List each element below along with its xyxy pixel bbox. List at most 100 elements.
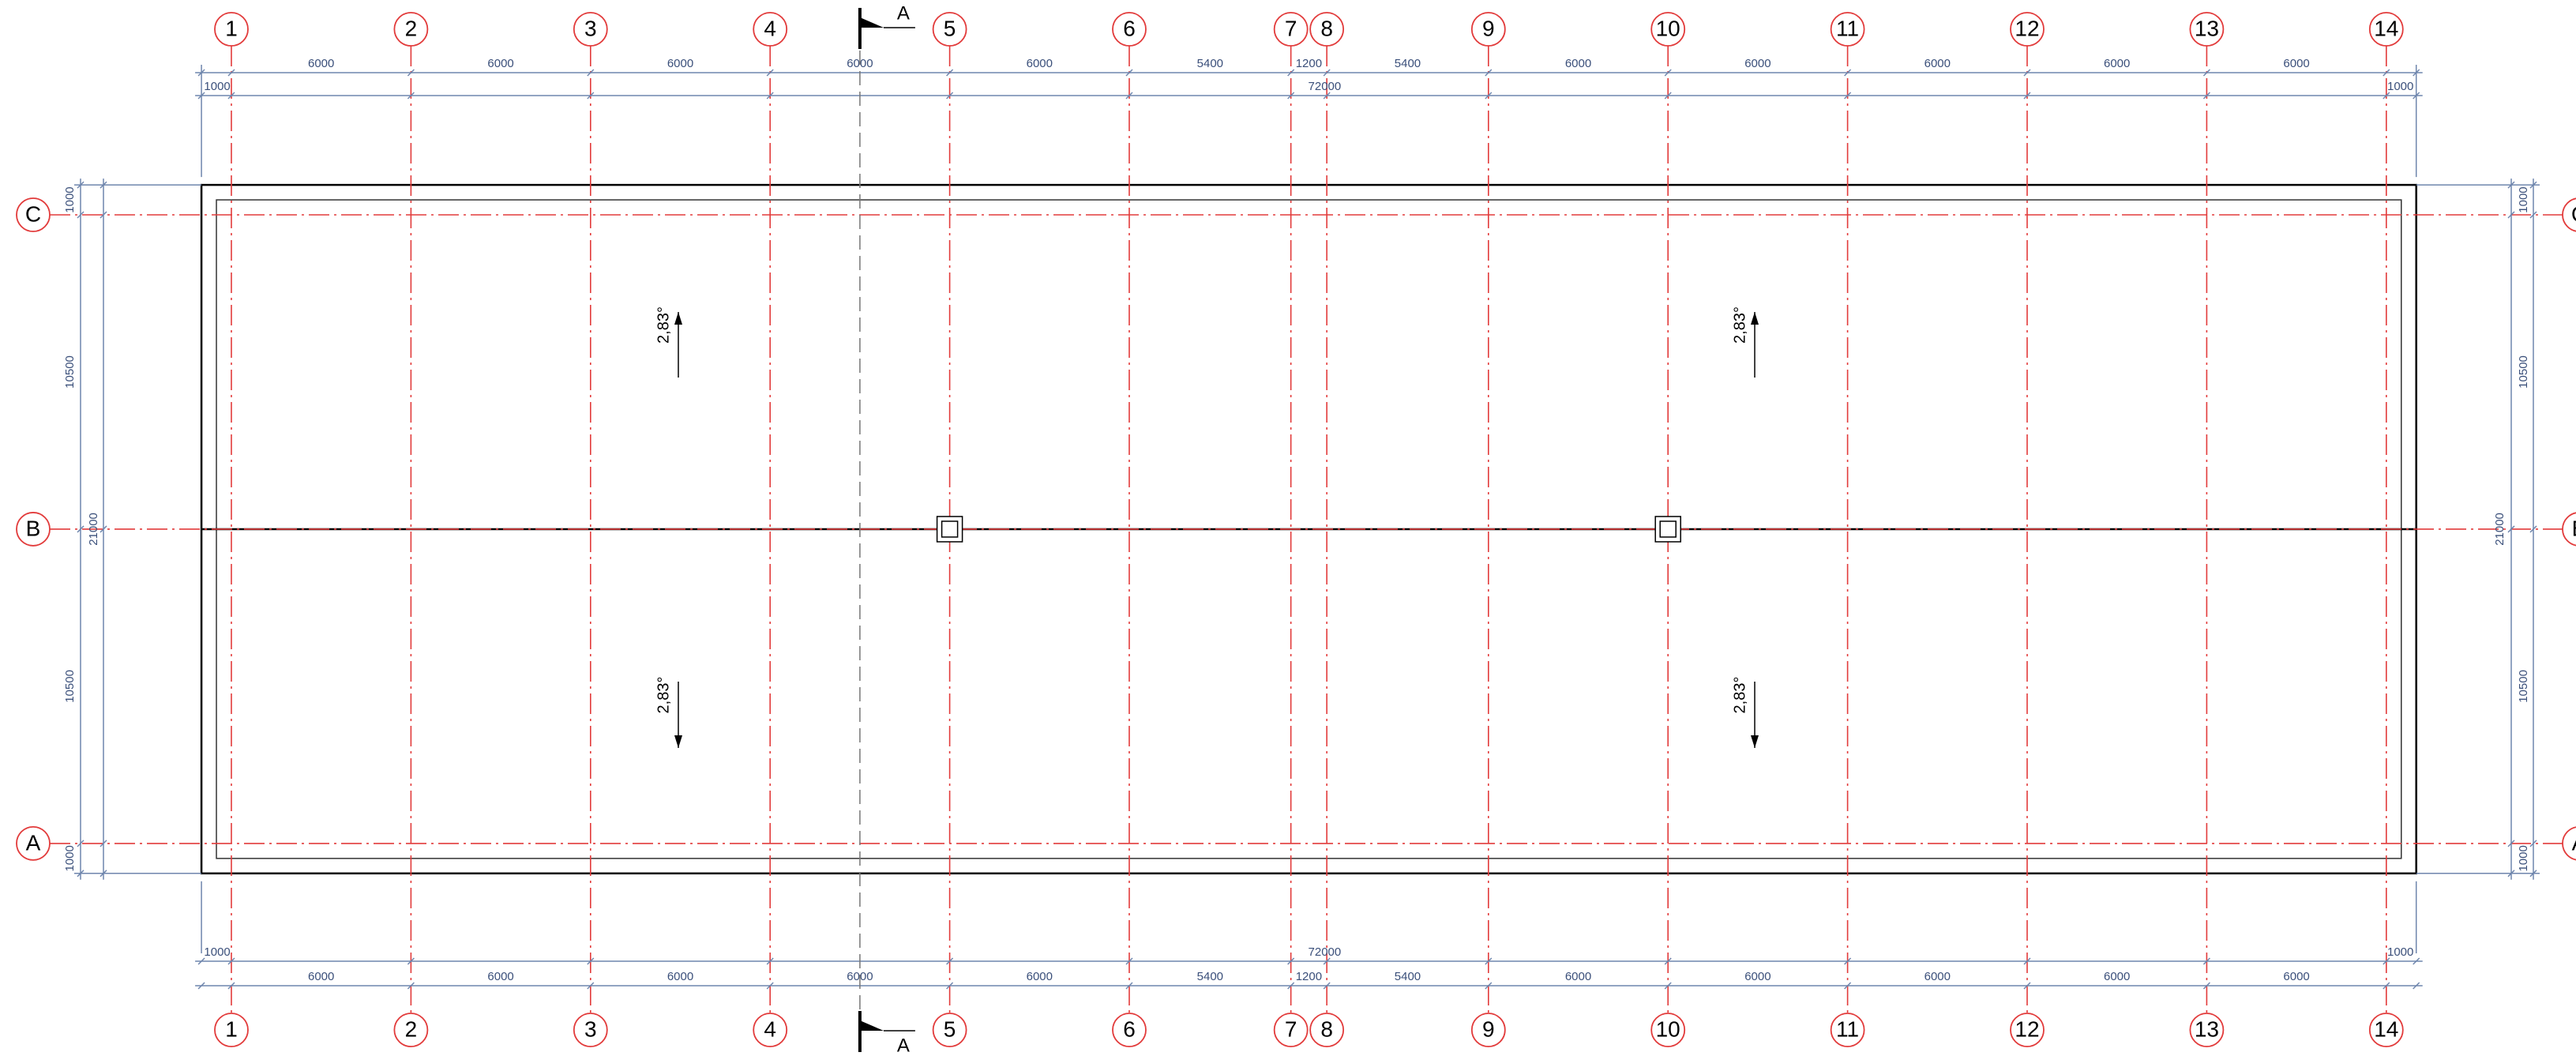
- dim-tick: [227, 69, 235, 77]
- section-label: A: [897, 2, 910, 24]
- row-axis-right-label: C: [2571, 201, 2576, 226]
- row-axis-right-bubble: [2562, 512, 2576, 547]
- column-axis-bottom-label: 7: [1285, 1017, 1297, 1041]
- dim-tick: [407, 69, 415, 77]
- dim-tick: [766, 92, 774, 100]
- dim-text: 6000: [487, 970, 513, 983]
- dim-text: 6000: [2104, 970, 2130, 983]
- dim-text: 1000: [204, 945, 230, 959]
- column-axis-bottom-bubble: [1830, 1013, 1865, 1047]
- column-axis-top-bubble: [214, 12, 249, 47]
- column-axis-top-label: 4: [764, 16, 776, 40]
- dim-text: 6000: [1924, 57, 1951, 70]
- dim-text: 5400: [1197, 970, 1223, 983]
- dim-text: 1000: [63, 845, 77, 871]
- dim-text: 1000: [2387, 80, 2413, 93]
- column-axis-top-label: 10: [1656, 16, 1680, 40]
- column-axis-bottom-label: 1: [225, 1017, 238, 1041]
- dim-tick: [77, 525, 84, 533]
- column-axis-top-bubble: [1309, 12, 1345, 47]
- dim-tick: [227, 982, 235, 990]
- dim-tick: [1125, 69, 1133, 77]
- dim-tick: [2507, 525, 2515, 533]
- column-axis-top-bubble: [932, 12, 967, 47]
- column-axis-top-bubble: [393, 12, 429, 47]
- column-axis-bottom-label: 9: [1482, 1017, 1495, 1041]
- column-axis-top-bubble: [573, 12, 608, 47]
- dim-text: 1000: [63, 186, 77, 212]
- section-arrow: [859, 1020, 884, 1031]
- column-axis-bottom-bubble: [1273, 1013, 1309, 1047]
- dim-tick: [1287, 92, 1295, 100]
- column-axis-bottom-bubble: [1650, 1013, 1686, 1047]
- dim-tick: [1323, 92, 1331, 100]
- dim-tick: [766, 982, 774, 990]
- column-axis-top-bubble: [1273, 12, 1309, 47]
- dim-text: 1200: [1296, 970, 1322, 983]
- slope-label: 2,83°: [655, 677, 672, 714]
- dim-tick: [2383, 982, 2390, 990]
- dim-tick: [2202, 69, 2210, 77]
- dim-tick: [2383, 69, 2390, 77]
- section-label: A: [897, 1035, 910, 1056]
- dim-tick: [587, 92, 595, 100]
- slope-arrow-head: [1751, 735, 1759, 748]
- column-axis-bottom-label: 13: [2195, 1017, 2219, 1041]
- dim-tick: [1125, 982, 1133, 990]
- dim-text: 6000: [1744, 970, 1771, 983]
- dim-tick: [2507, 211, 2515, 219]
- dim-tick: [1125, 92, 1133, 100]
- dim-text: 6000: [1565, 57, 1591, 70]
- dim-tick: [1323, 69, 1331, 77]
- column-axis-bottom-bubble: [393, 1013, 429, 1047]
- column-axis-bottom-bubble: [753, 1013, 788, 1047]
- column-axis-top-bubble: [1112, 12, 1147, 47]
- slope-arrow-head: [674, 735, 682, 748]
- column-axis-bottom-label: 8: [1320, 1017, 1333, 1041]
- dim-tick: [2023, 92, 2031, 100]
- dim-tick: [77, 840, 84, 847]
- column-axis-top-label: 13: [2195, 16, 2219, 40]
- row-axis-right-bubble: [2562, 826, 2576, 861]
- column-axis-top-bubble: [753, 12, 788, 47]
- dim-text: 6000: [308, 57, 334, 70]
- dim-text: 6000: [2283, 57, 2309, 70]
- dim-tick: [2202, 982, 2210, 990]
- row-axis-right-bubble: [2562, 197, 2576, 232]
- dim-text: 6000: [1565, 970, 1591, 983]
- roof-drain: [1654, 516, 1681, 543]
- column-axis-top-label: 11: [1836, 16, 1859, 40]
- dim-text: 6000: [2283, 970, 2309, 983]
- column-axis-top-bubble: [2368, 12, 2404, 47]
- roof-drain: [936, 516, 963, 543]
- dim-text: 6000: [1027, 970, 1053, 983]
- column-axis-bottom-bubble: [2010, 1013, 2045, 1047]
- dim-tick: [946, 69, 954, 77]
- dim-tick: [2023, 982, 2031, 990]
- column-axis-bottom-label: 10: [1656, 1017, 1680, 1041]
- dim-tick: [227, 957, 235, 965]
- dim-tick: [197, 982, 205, 990]
- dim-tick: [1844, 957, 1852, 965]
- column-axis-top-label: 2: [405, 16, 418, 40]
- column-axis-top-label: 7: [1285, 16, 1297, 40]
- dim-tick: [1485, 92, 1493, 100]
- row-axis-left-label: B: [26, 516, 41, 540]
- column-axis-bottom-label: 4: [764, 1017, 776, 1041]
- dim-tick: [77, 211, 84, 219]
- column-axis-bottom-bubble: [1470, 1013, 1506, 1047]
- column-axis-bottom-bubble: [2189, 1013, 2225, 1047]
- dim-tick: [407, 982, 415, 990]
- column-axis-bottom-label: 11: [1836, 1017, 1859, 1041]
- slope-arrow-head: [674, 312, 682, 325]
- row-axis-left-bubble: [16, 197, 51, 232]
- dim-tick: [1664, 957, 1672, 965]
- slope-arrow-head: [1751, 312, 1759, 325]
- dim-tick: [1844, 982, 1852, 990]
- dim-text: 6000: [1027, 57, 1053, 70]
- dim-tick: [946, 957, 954, 965]
- dim-tick: [2023, 69, 2031, 77]
- dim-text: 5400: [1197, 57, 1223, 70]
- column-axis-bottom-label: 6: [1123, 1017, 1136, 1041]
